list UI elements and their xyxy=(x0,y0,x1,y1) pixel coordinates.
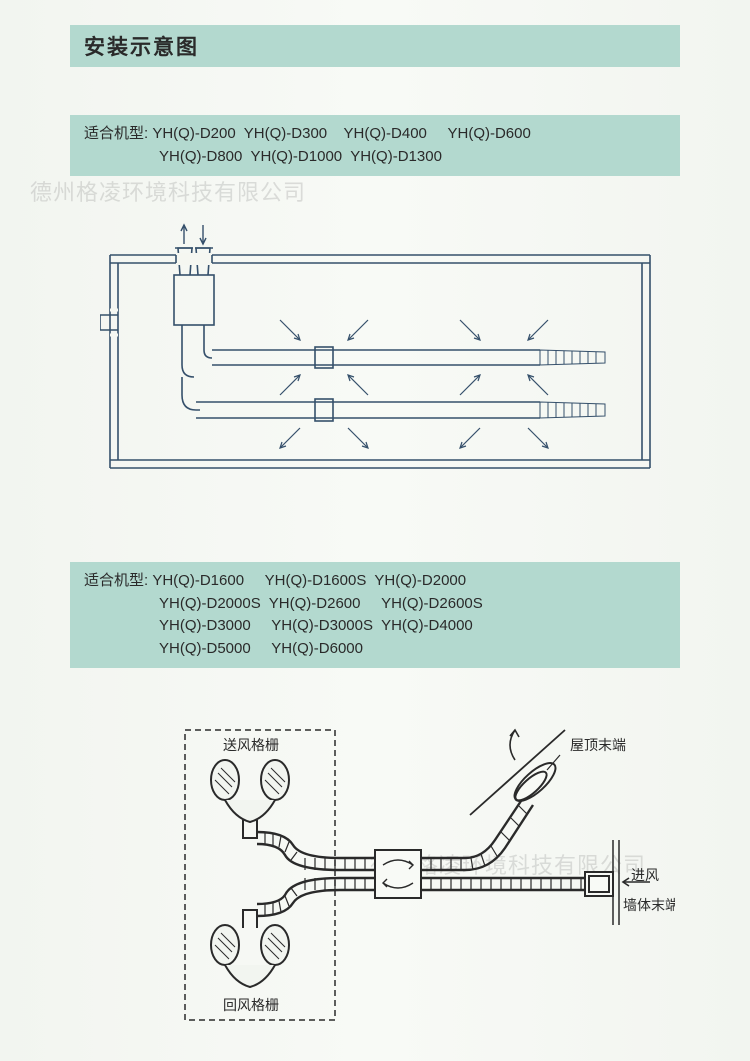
model: YH(Q)-D1000 xyxy=(250,148,342,165)
model: YH(Q)-D300 xyxy=(244,125,327,142)
model: YH(Q)-D3000S xyxy=(271,617,373,634)
label-return-grille: 回风格栅 xyxy=(223,997,279,1013)
label-roof-end: 屋顶末端 xyxy=(570,737,626,753)
model: YH(Q)-D5000 xyxy=(159,640,251,657)
model: YH(Q)-D2000 xyxy=(374,572,466,589)
page-header: 安装示意图 xyxy=(70,25,680,67)
label-wall-end: 墙体末端 xyxy=(623,897,675,913)
model: YH(Q)-D1600 xyxy=(152,572,244,589)
installation-diagram-1 xyxy=(100,200,660,500)
installation-diagram-2: 送风格栅 回风格栅 屋顶末端 进风 墙体末端 xyxy=(165,700,675,1030)
model: YH(Q)-D2600 xyxy=(269,595,361,612)
model-list-1: 适合机型: YH(Q)-D200 YH(Q)-D300 YH(Q)-D400 Y… xyxy=(70,115,680,176)
label-supply-grille: 送风格栅 xyxy=(223,737,279,753)
model-list-2: 适合机型: YH(Q)-D1600 YH(Q)-D1600S YH(Q)-D20… xyxy=(70,562,680,668)
model: YH(Q)-D800 xyxy=(159,148,242,165)
model: YH(Q)-D2000S xyxy=(159,595,261,612)
model: YH(Q)-D2600S xyxy=(381,595,483,612)
model: YH(Q)-D6000 xyxy=(271,640,363,657)
model-label-1: 适合机型: xyxy=(84,125,148,142)
page-title: 安装示意图 xyxy=(84,31,199,61)
model: YH(Q)-D400 xyxy=(344,125,427,142)
model-label-2: 适合机型: xyxy=(84,572,148,589)
model: YH(Q)-D3000 xyxy=(159,617,251,634)
model: YH(Q)-D1300 xyxy=(350,148,442,165)
model: YH(Q)-D600 xyxy=(447,125,530,142)
model: YH(Q)-D4000 xyxy=(381,617,473,634)
model: YH(Q)-D200 xyxy=(152,125,235,142)
label-air-inlet: 进风 xyxy=(631,867,659,883)
model: YH(Q)-D1600S xyxy=(265,572,367,589)
